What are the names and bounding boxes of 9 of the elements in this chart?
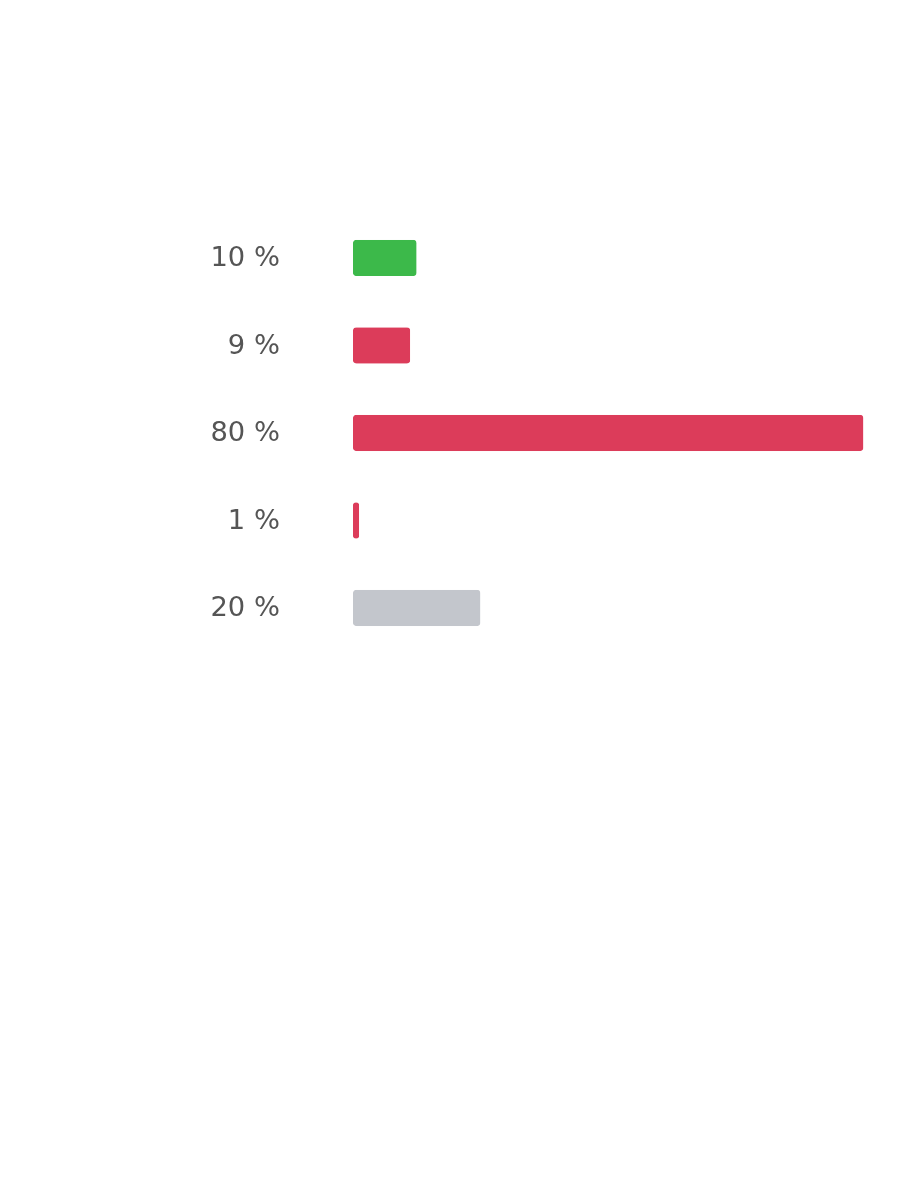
data-label: 9 % (227, 328, 280, 360)
bar (352, 327, 411, 364)
bar (352, 239, 417, 277)
data-label: 80 % (210, 416, 280, 448)
data-label: 10 % (210, 241, 280, 273)
data-label: 1 % (227, 503, 280, 535)
bar (352, 414, 864, 452)
data-label: 20 % (210, 591, 280, 623)
bar (352, 589, 481, 627)
